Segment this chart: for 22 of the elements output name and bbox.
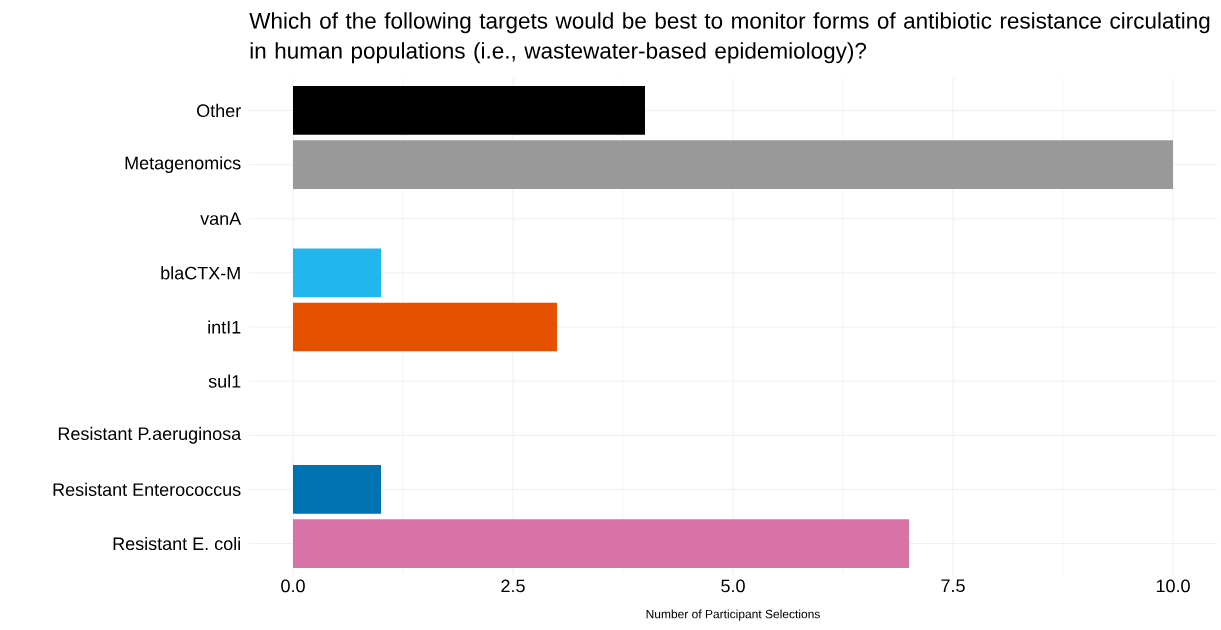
x-tick-label: 7.5 — [941, 579, 965, 593]
bar — [293, 519, 910, 568]
x-tick-label: 0.0 — [281, 579, 305, 593]
y-tick-label: blaCTX-M — [161, 266, 240, 280]
x-tick-label: 10.0 — [1156, 579, 1190, 593]
y-tick-label: Metagenomics — [125, 156, 241, 173]
bar — [293, 86, 646, 135]
bar — [293, 140, 1174, 189]
x-tick-label: 2.5 — [501, 579, 525, 593]
y-tick-label: Resistant E. coli — [113, 536, 240, 551]
bar — [293, 465, 381, 514]
y-tick-label: Resistant Enterococcus — [53, 482, 241, 496]
y-tick-label: sul1 — [208, 374, 241, 388]
y-tick-label: intI1 — [208, 320, 241, 334]
y-tick-label: Resistant P.aeruginosa — [58, 426, 242, 444]
x-tick-label: 5.0 — [721, 579, 745, 593]
y-tick-label: Other — [197, 103, 241, 118]
chart-title: Which of the following targets would be best to monitor forms of antibiotic resistance circulating in human populations (i.e., wastewater-based epidemiology)? — [249, 12, 1210, 64]
bar — [293, 302, 558, 352]
x-axis-title: Number of Participant Selections — [646, 609, 820, 621]
y-tick-label: vanA — [200, 212, 242, 226]
bar — [293, 248, 381, 298]
